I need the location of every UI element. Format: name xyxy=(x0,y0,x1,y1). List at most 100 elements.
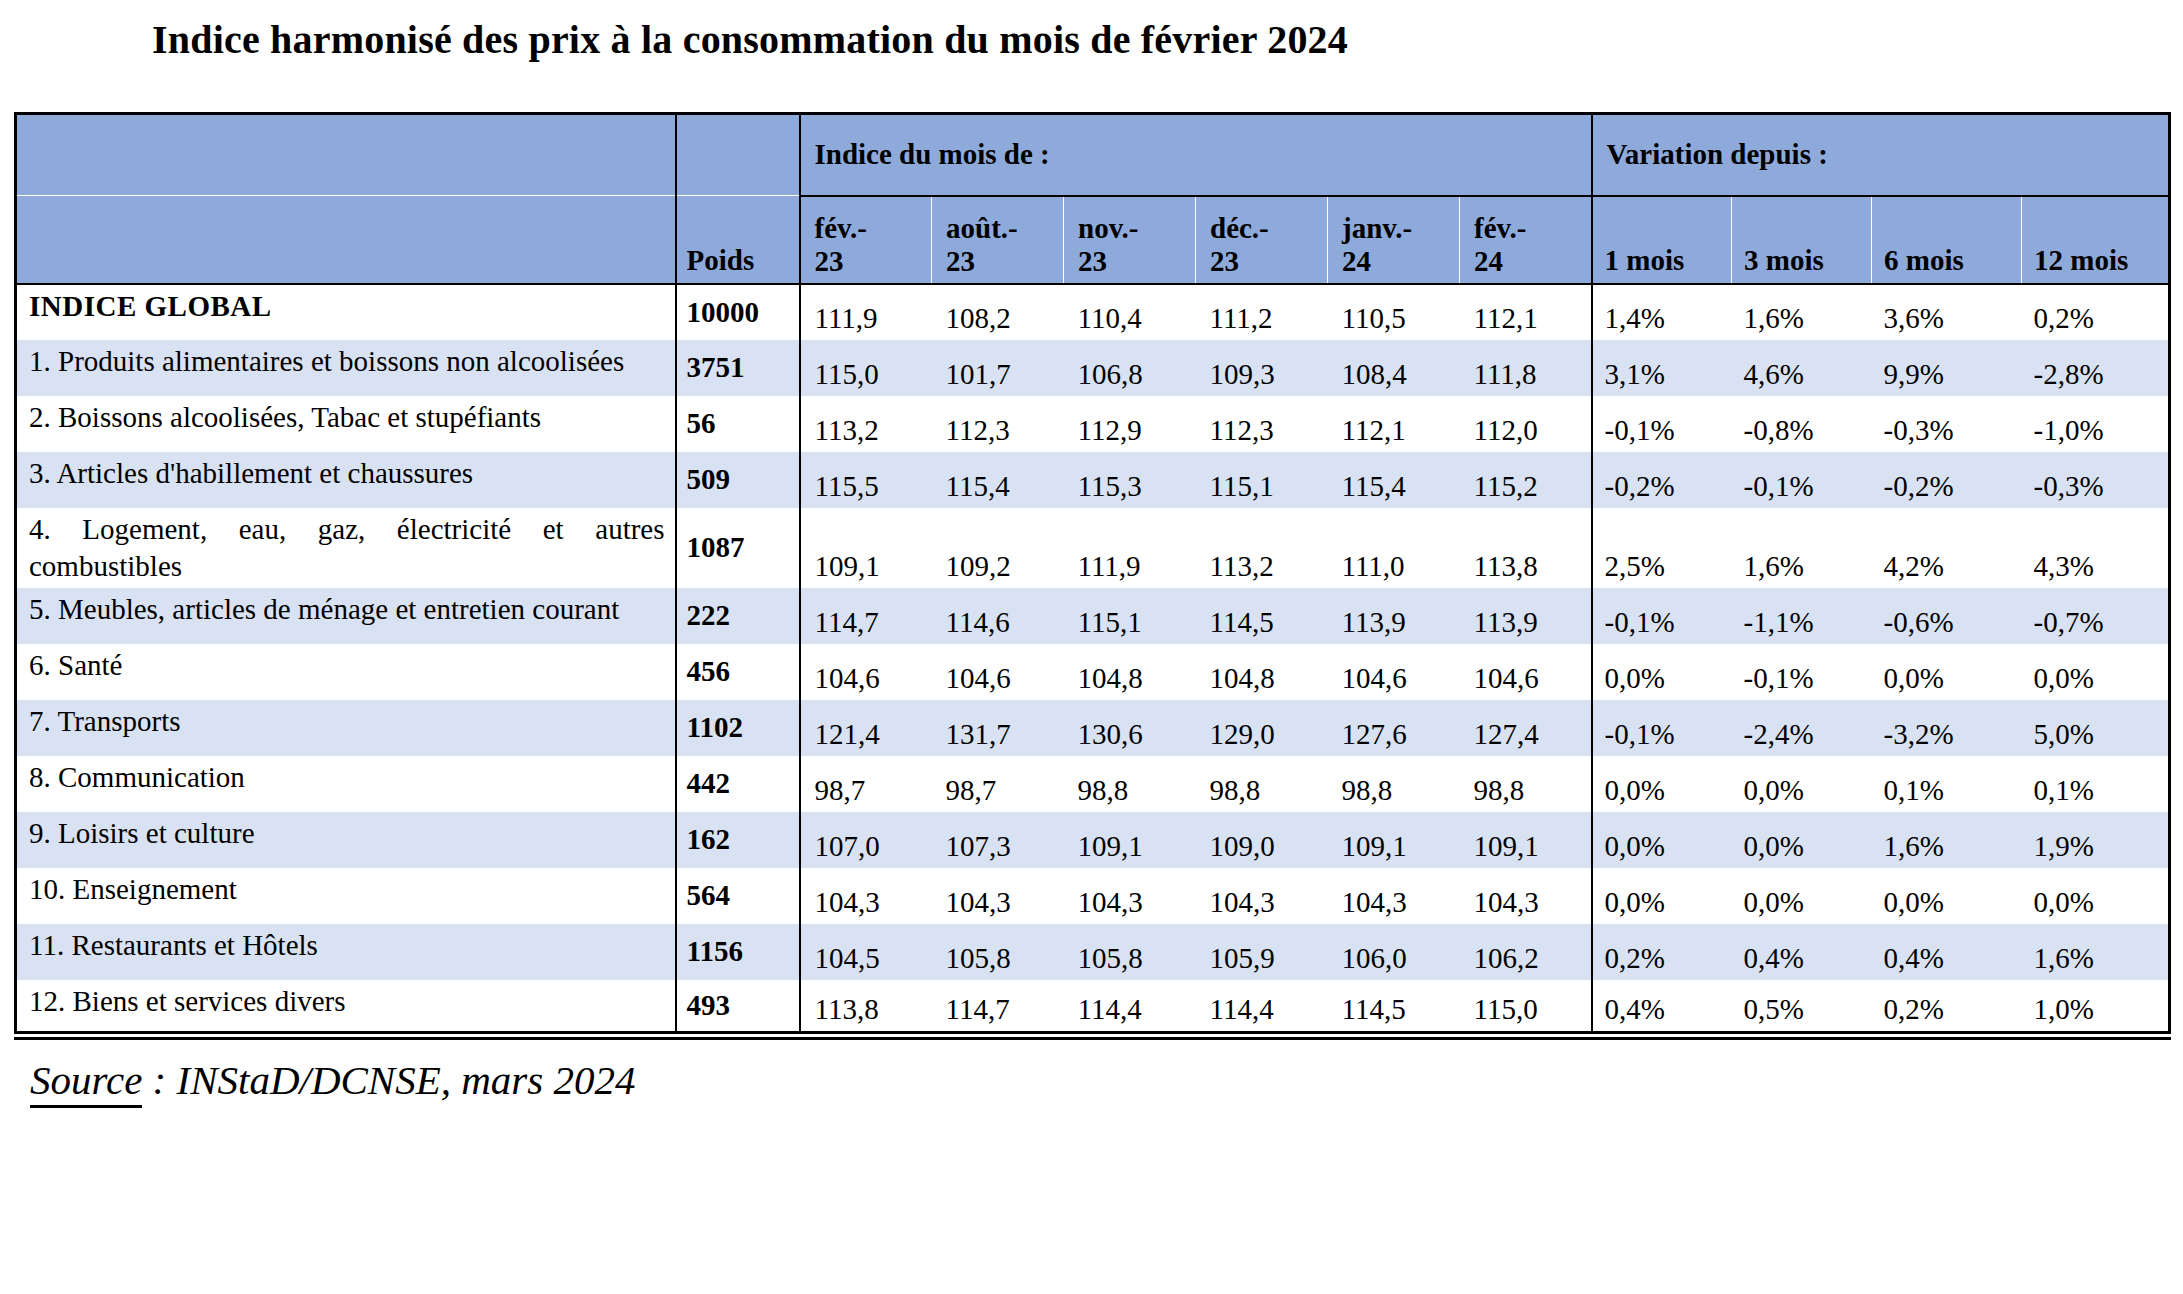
row-variation-value: 0,2% xyxy=(1872,980,2022,1036)
row-index-value: 114,5 xyxy=(1328,980,1460,1036)
row-poids: 493 xyxy=(676,980,800,1036)
row-index-value: 98,7 xyxy=(932,756,1064,812)
table-row: 10. Enseignement564104,3104,3104,3104,31… xyxy=(16,868,2170,924)
row-index-value: 105,8 xyxy=(1064,924,1196,980)
corner-cell xyxy=(16,114,676,196)
row-index-value: 98,8 xyxy=(1064,756,1196,812)
row-index-value: 98,7 xyxy=(800,756,932,812)
row-index-value: 104,3 xyxy=(1064,868,1196,924)
row-variation-value: 4,2% xyxy=(1872,508,2022,588)
row-poids: 1102 xyxy=(676,700,800,756)
row-index-value: 109,2 xyxy=(932,508,1064,588)
month-column-header: déc.- 23 xyxy=(1196,196,1328,284)
row-variation-value: 2,5% xyxy=(1592,508,1732,588)
row-variation-value: 0,0% xyxy=(1872,868,2022,924)
poids-corner-cell xyxy=(676,114,800,196)
row-index-value: 109,1 xyxy=(1064,812,1196,868)
row-poids: 222 xyxy=(676,588,800,644)
row-variation-value: 0,0% xyxy=(2022,868,2170,924)
row-index-value: 113,2 xyxy=(800,396,932,452)
row-variation-value: 0,1% xyxy=(1872,756,2022,812)
variation-column-header: 12 mois xyxy=(2022,196,2170,284)
row-index-value: 115,3 xyxy=(1064,452,1196,508)
row-index-value: 111,0 xyxy=(1328,508,1460,588)
row-category: 5. Meubles, articles de ménage et entret… xyxy=(16,588,676,644)
row-variation-value: 0,4% xyxy=(1732,924,1872,980)
row-index-value: 104,3 xyxy=(1328,868,1460,924)
row-poids: 456 xyxy=(676,644,800,700)
row-variation-value: -1,0% xyxy=(2022,396,2170,452)
row-variation-value: -0,1% xyxy=(1732,452,1872,508)
row-variation-value: -0,1% xyxy=(1592,588,1732,644)
row-index-value: 104,8 xyxy=(1064,644,1196,700)
row-index-value: 130,6 xyxy=(1064,700,1196,756)
row-index-value: 112,3 xyxy=(932,396,1064,452)
row-variation-value: 0,0% xyxy=(1592,756,1732,812)
row-index-value: 114,7 xyxy=(932,980,1064,1036)
row-index-value: 104,6 xyxy=(800,644,932,700)
row-index-value: 101,7 xyxy=(932,340,1064,396)
row-index-value: 114,7 xyxy=(800,588,932,644)
row-index-value: 131,7 xyxy=(932,700,1064,756)
row-variation-value: 0,4% xyxy=(1872,924,2022,980)
row-index-value: 112,3 xyxy=(1196,396,1328,452)
row-index-value: 104,6 xyxy=(932,644,1064,700)
row-variation-value: -0,2% xyxy=(1872,452,2022,508)
row-index-value: 107,0 xyxy=(800,812,932,868)
row-variation-value: 3,6% xyxy=(1872,284,2022,340)
row-category: 8. Communication xyxy=(16,756,676,812)
row-index-value: 113,9 xyxy=(1328,588,1460,644)
row-variation-value: 1,6% xyxy=(1872,812,2022,868)
row-poids: 1156 xyxy=(676,924,800,980)
row-variation-value: 0,0% xyxy=(1592,868,1732,924)
row-index-value: 115,4 xyxy=(932,452,1064,508)
row-index-value: 127,4 xyxy=(1460,700,1592,756)
table-row: 2. Boissons alcoolisées, Tabac et stupéf… xyxy=(16,396,2170,452)
row-index-value: 115,1 xyxy=(1064,588,1196,644)
row-variation-value: -3,2% xyxy=(1872,700,2022,756)
row-index-value: 109,1 xyxy=(800,508,932,588)
source-text: : INStaD/DCNSE, mars 2024 xyxy=(142,1057,635,1103)
row-index-value: 104,3 xyxy=(800,868,932,924)
month-column-header: fév.- 23 xyxy=(800,196,932,284)
row-variation-value: 0,1% xyxy=(2022,756,2170,812)
row-variation-value: -0,3% xyxy=(2022,452,2170,508)
row-index-value: 114,5 xyxy=(1196,588,1328,644)
row-index-value: 105,8 xyxy=(932,924,1064,980)
row-category: 12. Biens et services divers xyxy=(16,980,676,1036)
row-variation-value: 0,0% xyxy=(1732,868,1872,924)
row-variation-value: 5,0% xyxy=(2022,700,2170,756)
row-poids: 1087 xyxy=(676,508,800,588)
row-variation-value: -0,2% xyxy=(1592,452,1732,508)
row-index-value: 113,2 xyxy=(1196,508,1328,588)
table-row: 3. Articles d'habillement et chaussures5… xyxy=(16,452,2170,508)
row-variation-value: 0,0% xyxy=(2022,644,2170,700)
table-body: INDICE GLOBAL10000111,9108,2110,4111,211… xyxy=(16,284,2170,1036)
row-index-value: 111,9 xyxy=(1064,508,1196,588)
row-index-value: 98,8 xyxy=(1460,756,1592,812)
row-index-value: 112,0 xyxy=(1460,396,1592,452)
row-poids: 442 xyxy=(676,756,800,812)
row-category: 10. Enseignement xyxy=(16,868,676,924)
page-title: Indice harmonisé des prix à la consommat… xyxy=(152,18,2183,62)
row-variation-value: 3,1% xyxy=(1592,340,1732,396)
row-variation-value: 1,6% xyxy=(1732,284,1872,340)
row-index-value: 104,8 xyxy=(1196,644,1328,700)
row-variation-value: 1,6% xyxy=(1732,508,1872,588)
row-variation-value: 1,6% xyxy=(2022,924,2170,980)
row-index-value: 111,8 xyxy=(1460,340,1592,396)
month-column-header: nov.- 23 xyxy=(1064,196,1196,284)
row-variation-value: -0,6% xyxy=(1872,588,2022,644)
row-category: 6. Santé xyxy=(16,644,676,700)
row-category: 3. Articles d'habillement et chaussures xyxy=(16,452,676,508)
row-index-value: 115,5 xyxy=(800,452,932,508)
row-index-value: 115,2 xyxy=(1460,452,1592,508)
row-index-value: 110,5 xyxy=(1328,284,1460,340)
table-row: INDICE GLOBAL10000111,9108,2110,4111,211… xyxy=(16,284,2170,340)
row-variation-value: 1,9% xyxy=(2022,812,2170,868)
table-row: 6. Santé456104,6104,6104,8104,8104,6104,… xyxy=(16,644,2170,700)
row-index-value: 108,4 xyxy=(1328,340,1460,396)
row-poids: 162 xyxy=(676,812,800,868)
row-index-value: 114,4 xyxy=(1064,980,1196,1036)
table-row: 8. Communication44298,798,798,898,898,89… xyxy=(16,756,2170,812)
